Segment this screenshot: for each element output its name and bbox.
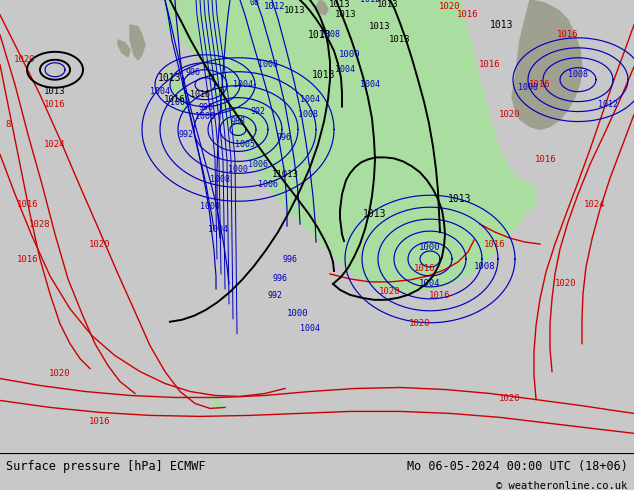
Text: 1000: 1000 [339,50,361,59]
Text: 1008: 1008 [195,112,215,121]
Text: 1016: 1016 [17,200,39,209]
Text: 1016: 1016 [89,417,111,426]
Text: 1028: 1028 [29,220,51,229]
Polygon shape [512,0,582,129]
Text: 1020: 1020 [499,110,521,119]
Text: 1008: 1008 [320,30,340,39]
Text: 1013: 1013 [490,20,514,30]
Text: 1016: 1016 [457,10,479,20]
Text: 1013: 1013 [313,70,336,80]
Text: 1016: 1016 [479,60,501,69]
Text: 1020: 1020 [410,319,430,328]
Text: 1008: 1008 [298,110,318,119]
Text: 1013: 1013 [44,87,66,96]
Text: 1004: 1004 [335,65,355,74]
Text: 1016: 1016 [429,292,451,300]
Text: 1016: 1016 [529,80,551,89]
Text: 992: 992 [179,130,193,139]
Text: 1013: 1013 [363,209,387,219]
Text: 1013: 1013 [369,23,391,31]
Text: 1020: 1020 [89,240,111,248]
Text: 1004: 1004 [208,224,228,234]
Text: 1020: 1020 [499,394,521,403]
Text: 1016: 1016 [535,155,557,164]
Text: 1000: 1000 [200,202,220,211]
Text: 988: 988 [231,117,245,126]
Text: 1013: 1013 [377,0,399,9]
Text: 1004: 1004 [419,279,441,289]
Text: 1004: 1004 [300,324,320,333]
Text: 1016: 1016 [557,30,579,39]
Text: Surface pressure [hPa] ECMWF: Surface pressure [hPa] ECMWF [6,460,206,473]
Polygon shape [165,65,192,115]
Text: 992: 992 [268,292,283,300]
Text: 1008: 1008 [474,263,496,271]
Polygon shape [210,393,222,414]
Text: 1013: 1013 [335,10,357,20]
Text: 1006: 1006 [248,160,268,169]
Text: 1013: 1013 [329,0,351,9]
Text: 1012: 1012 [360,0,380,4]
Polygon shape [316,0,328,15]
Text: 1004: 1004 [300,95,320,104]
Text: 1008: 1008 [210,175,230,184]
Text: © weatheronline.co.uk: © weatheronline.co.uk [496,481,628,490]
Text: 1000: 1000 [287,309,309,318]
Polygon shape [165,0,536,292]
Text: 1013: 1013 [284,6,306,16]
Text: 1004: 1004 [150,87,170,96]
Text: 1008: 1008 [518,83,538,92]
Text: 1016: 1016 [44,100,66,109]
Text: 1008: 1008 [258,60,278,69]
Text: 08: 08 [250,0,260,7]
Text: 1013: 1013 [158,73,182,83]
Text: 1020: 1020 [14,55,36,64]
Text: 1012: 1012 [264,2,286,11]
Text: 1005: 1005 [235,140,255,149]
Text: 1000: 1000 [170,98,190,107]
Text: 1020: 1020 [555,279,577,289]
Text: 1016: 1016 [414,265,436,273]
Text: 1020: 1020 [439,2,461,11]
Text: 1024: 1024 [585,200,605,209]
Text: 1000: 1000 [228,165,248,174]
Text: 1016: 1016 [484,240,506,248]
Text: 1004: 1004 [233,80,253,89]
Text: 1004: 1004 [360,80,380,89]
Text: 992: 992 [250,107,266,116]
Text: Mo 06-05-2024 00:00 UTC (18+06): Mo 06-05-2024 00:00 UTC (18+06) [407,460,628,473]
Text: 996: 996 [186,68,200,77]
Text: 996: 996 [283,254,297,264]
Text: 1020: 1020 [49,369,71,378]
Text: 1000: 1000 [419,243,441,251]
Text: 8: 8 [5,120,11,129]
Text: 1008: 1008 [568,70,588,79]
Text: 996: 996 [276,133,292,142]
Text: 1013: 1013 [448,194,472,204]
Text: 1016: 1016 [17,254,39,264]
Text: 1006: 1006 [258,180,278,189]
Text: 996: 996 [273,274,287,283]
Text: 1012: 1012 [598,100,618,109]
Text: 1024: 1024 [44,140,66,149]
Text: 1016: 1016 [164,95,186,104]
Polygon shape [118,40,130,57]
Polygon shape [130,25,145,60]
Text: 996: 996 [198,103,214,112]
Text: 1013: 1013 [389,35,411,45]
Text: 1020: 1020 [379,287,401,296]
Text: 1016: 1016 [190,90,210,99]
Text: 1013: 1013 [308,30,332,40]
Text: 11013: 11013 [271,170,299,179]
Polygon shape [0,0,634,453]
